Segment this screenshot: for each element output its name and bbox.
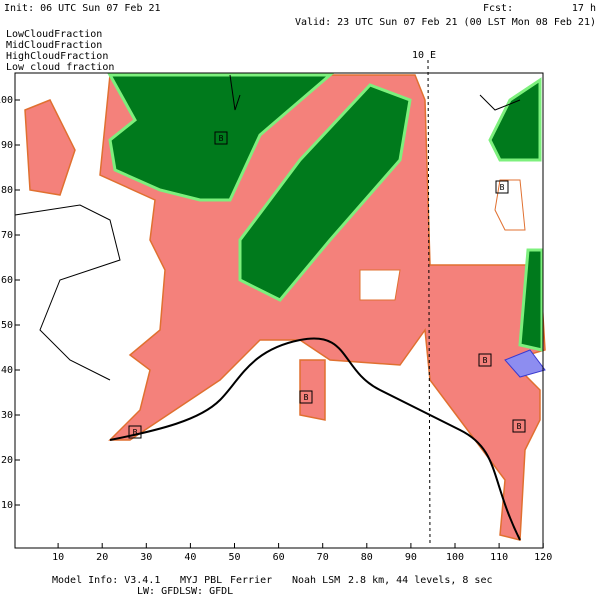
legend-entry: LowCloudFraction [6, 29, 102, 40]
station-label: B [219, 134, 224, 143]
station-box [495, 180, 509, 194]
y-tick-label: 100 [0, 95, 13, 106]
land-surface: Noah LSM [292, 575, 340, 586]
pbl-scheme: MYJ PBL [180, 575, 222, 586]
y-tick-label: 80 [1, 185, 13, 196]
y-tick-label: 10 [1, 500, 13, 511]
station-box [512, 419, 526, 433]
y-tick-label: 20 [1, 455, 13, 466]
forecast-hour: 17 h [572, 3, 596, 14]
axis-ticks: 10 20 30 40 50 60 70 80 90 100 110 120 10 20 30 40 50 60 7… [0, 95, 552, 563]
longwave: LW: GFDL [137, 586, 185, 597]
station-boxes: B B B B B B [128, 131, 526, 439]
x-tick-label: 110 [490, 552, 508, 563]
model-info: Model Info: V3.4.1 [52, 575, 160, 586]
meridian [427, 59, 431, 546]
mid-cloud-area [518, 248, 544, 352]
station-box [478, 353, 492, 367]
x-tick-label: 80 [361, 552, 373, 563]
border-line [14, 74, 521, 381]
low-cloud-area [299, 359, 326, 421]
plot-area [14, 59, 546, 549]
coastline [109, 337, 521, 541]
x-tick-label: 30 [140, 552, 152, 563]
x-tick-label: 70 [317, 552, 329, 563]
low-cloud-area [24, 99, 76, 196]
station-box [128, 425, 142, 439]
x-tick-label: 120 [534, 552, 552, 563]
y-tick-label: 50 [1, 320, 13, 331]
mid-cloud-area [488, 77, 542, 162]
grid-info: 2.8 km, 44 levels, 8 sec [348, 575, 493, 586]
y-tick-label: 70 [1, 230, 13, 241]
legend-entry: MidCloudFraction [6, 40, 102, 51]
station-box [299, 390, 313, 404]
mid-cloud-area [238, 83, 412, 302]
station-box [214, 131, 228, 145]
x-tick-label: 100 [446, 552, 464, 563]
valid-time: Valid: 23 UTC Sun 07 Feb 21 (00 LST Mon … [295, 17, 596, 28]
y-tick-label: 40 [1, 365, 13, 376]
x-tick-label: 60 [273, 552, 285, 563]
forecast-label: Fcst: [483, 3, 513, 14]
x-tick-label: 20 [96, 552, 108, 563]
x-tick-label: 50 [228, 552, 240, 563]
x-tick-label: 40 [184, 552, 196, 563]
shortwave: SW: GFDL [185, 586, 233, 597]
y-tick-label: 30 [1, 410, 13, 421]
clear-area [359, 269, 401, 301]
mid-cloud-area [107, 73, 335, 202]
x-tick-label: 10 [52, 552, 64, 563]
high-cloud-area [504, 349, 546, 378]
station-label: B [483, 356, 488, 365]
y-tick-label: 60 [1, 275, 13, 286]
meridian-label: 10 E [412, 50, 436, 61]
init-time: Init: 06 UTC Sun 07 Feb 21 [4, 3, 161, 14]
legend-entry: Low cloud fraction [6, 62, 114, 73]
microphysics: Ferrier [230, 575, 272, 586]
station-label: B [304, 393, 309, 402]
y-tick-label: 90 [1, 140, 13, 151]
station-label: B [500, 183, 505, 192]
station-label: B [133, 428, 138, 437]
legend: LowCloudFractionMidCloudFractionHighClou… [6, 29, 114, 73]
station-label: B [517, 422, 522, 431]
legend-entry: HighCloudFraction [6, 51, 108, 62]
x-tick-label: 90 [405, 552, 417, 563]
